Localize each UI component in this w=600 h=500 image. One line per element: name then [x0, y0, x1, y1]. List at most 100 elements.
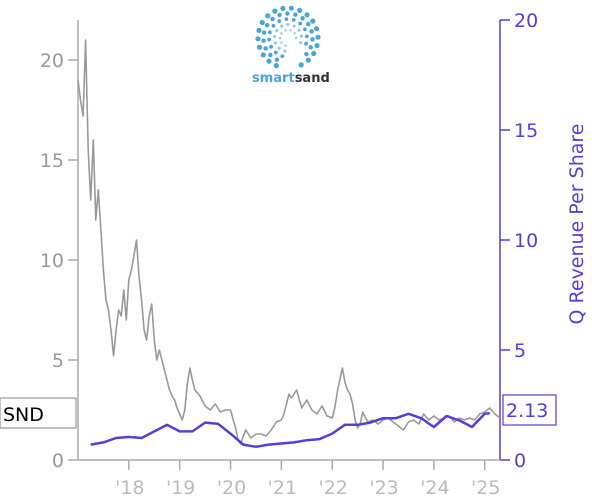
logo-dot [275, 28, 279, 33]
logo-dot [303, 27, 307, 32]
logo-dot [256, 27, 262, 33]
left-tick-label: 5 [52, 350, 64, 372]
logo-dot [310, 37, 315, 42]
logo-dot [264, 22, 270, 28]
x-tick-label: '18 [115, 477, 144, 499]
left-tick-label: 10 [40, 250, 64, 272]
logo-word-smart: smart [252, 71, 295, 86]
logo-dot [271, 23, 276, 28]
revenue-series-line [90, 411, 490, 449]
logo-dot [305, 57, 311, 63]
series-layer [77, 39, 501, 449]
logo-dots-icon [255, 5, 321, 69]
x-tick-label: '22 [319, 477, 348, 499]
logo-dot [285, 11, 290, 16]
logo-dot [274, 57, 280, 63]
logo-dot [266, 58, 272, 64]
right-tick-label: 0 [514, 450, 526, 472]
logo-dot [311, 50, 317, 57]
logo-dot [284, 29, 287, 32]
logo-dot [272, 8, 278, 14]
logo-dot [255, 36, 261, 42]
logo-dot [308, 45, 313, 50]
ticker-label: SND [0, 397, 77, 429]
logo-dot [268, 52, 273, 58]
logo-dot [297, 28, 301, 32]
logo-dot [280, 5, 286, 11]
logo-dot [263, 46, 269, 51]
right-axis-label: Q Revenue Per Share [566, 124, 588, 325]
logo-dot [267, 37, 271, 42]
logo-dot [293, 32, 296, 35]
last-value-label: 2.13 [502, 394, 557, 426]
logo-dot [280, 54, 285, 58]
logo-dot [289, 29, 292, 32]
left-axis-ticks: 0 5 10 15 20 [40, 50, 78, 472]
logo-dot [294, 36, 298, 40]
logo-dot [315, 34, 321, 40]
logo-dot [309, 29, 314, 34]
logo-dot [314, 43, 320, 49]
logo-dot [304, 41, 308, 46]
logo-dot [298, 62, 304, 68]
logo-dot [277, 19, 282, 23]
x-tick-label: '25 [471, 477, 500, 499]
last-value-box [502, 394, 557, 426]
svg-text:smartsand: smartsand [252, 71, 330, 86]
x-tick-label: '23 [369, 477, 398, 499]
logo-dot [280, 41, 283, 44]
logo-dot [273, 50, 278, 55]
logo-dot [304, 12, 310, 18]
logo-dot [261, 30, 267, 35]
logo-dot [268, 30, 272, 35]
x-tick-label: '21 [268, 477, 297, 499]
logo-dot [273, 41, 277, 45]
logo-dot [270, 16, 275, 22]
logo-dot [304, 51, 309, 57]
x-tick-label: '20 [217, 477, 246, 499]
x-tick-label: '19 [166, 477, 195, 499]
logo-dot [288, 5, 294, 11]
logo-dot [259, 19, 265, 26]
x-axis-ticks: '18 '19 '20 '21 '22 '23 '24 '25 [115, 460, 500, 499]
logo-dot [286, 22, 290, 27]
right-tick-label: 5 [514, 340, 526, 362]
logo-dot [284, 44, 287, 47]
logo-dot [293, 12, 298, 17]
right-axis: 0 5 10 15 20 Q Revenue Per Share [499, 10, 588, 472]
left-tick-label: 15 [40, 150, 64, 172]
ticker-box [0, 397, 77, 429]
logo-dot [269, 44, 273, 49]
logo-dot [310, 18, 316, 24]
logo-dot [260, 52, 266, 58]
logo-dot [292, 24, 296, 28]
right-axis-ticks: 0 5 10 15 20 [500, 10, 538, 472]
logo-dot [300, 16, 305, 21]
logo-dot [305, 34, 309, 39]
logo-dot [305, 21, 311, 27]
logo-dot [299, 41, 303, 45]
logo-dot [291, 18, 296, 22]
left-tick-label: 0 [52, 450, 64, 472]
x-tick-label: '24 [420, 477, 449, 499]
logo-dot [280, 32, 283, 35]
left-axis: 0 5 10 15 20 [40, 20, 79, 472]
logo-dot [283, 49, 287, 53]
logo-word-sand: sand [295, 71, 330, 86]
logo-dot [313, 26, 320, 32]
logo-dot [297, 7, 303, 13]
logo-dot [277, 46, 281, 50]
logo-dot [298, 21, 303, 26]
left-tick-label: 20 [40, 50, 64, 72]
smartsand-logo: smartsand [252, 5, 330, 86]
logo-dot [299, 34, 303, 38]
right-tick-label: 20 [514, 10, 538, 32]
logo-dot [265, 13, 271, 19]
logo-dot [273, 34, 277, 39]
right-tick-label: 15 [514, 120, 538, 142]
x-axis: '18 '19 '20 '21 '22 '23 '24 '25 [78, 459, 500, 499]
logo-dot [280, 24, 284, 28]
logo-dot [284, 17, 289, 21]
ticker-text: SND [3, 404, 44, 426]
